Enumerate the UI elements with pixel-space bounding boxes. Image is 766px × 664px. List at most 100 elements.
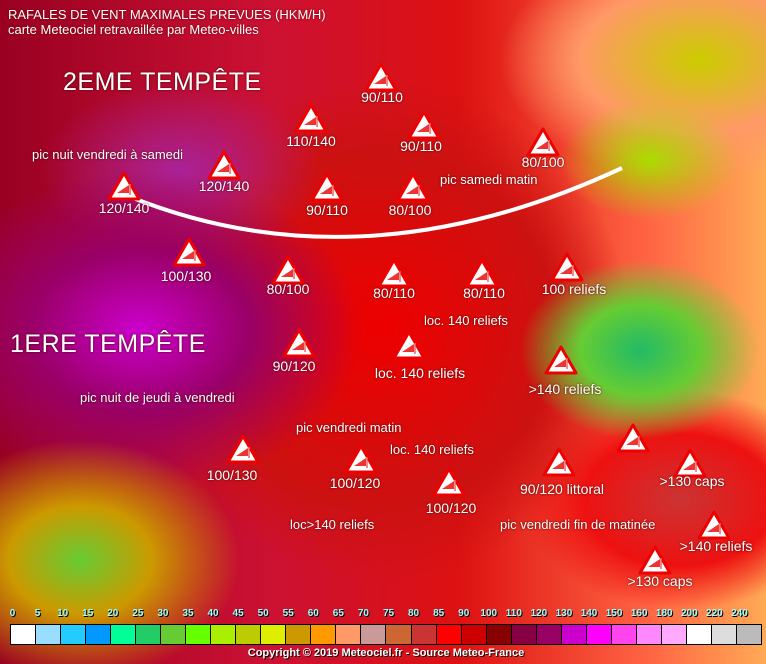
gust-value-label: >140 reliefs xyxy=(679,538,753,554)
legend-tick: 110 xyxy=(505,608,522,619)
wind-warning-triangle-icon xyxy=(407,110,441,140)
wind-warning-triangle-icon xyxy=(282,328,316,358)
gust-value-label: 100/130 xyxy=(206,467,258,483)
wind-warning-triangle-icon xyxy=(550,252,584,282)
legend-swatch xyxy=(111,625,137,644)
wind-warning-triangle-icon xyxy=(207,150,241,180)
gust-value-label: >130 caps xyxy=(627,573,693,589)
storm1-peak2: pic vendredi matin xyxy=(296,420,402,435)
loc-label: loc. 140 reliefs xyxy=(390,442,474,457)
gust-value-label: 100 reliefs xyxy=(541,281,607,297)
legend-swatch xyxy=(411,625,437,644)
gust-value-label: 100/120 xyxy=(329,475,381,491)
legend-swatch xyxy=(511,625,537,644)
legend-tick: 25 xyxy=(132,608,144,619)
loc-label: loc>140 reliefs xyxy=(290,517,375,532)
wind-warning-triangle-icon xyxy=(226,434,260,464)
loc-label: loc. 140 reliefs xyxy=(424,313,508,328)
gust-value-label: 80/100 xyxy=(388,202,432,218)
legend-swatch xyxy=(186,625,212,644)
legend-swatch xyxy=(211,625,237,644)
legend-swatch xyxy=(136,625,162,644)
legend-swatch xyxy=(61,625,87,644)
gust-value-label: 100/130 xyxy=(160,268,212,284)
legend-tick: 160 xyxy=(630,608,648,619)
legend-swatch xyxy=(236,625,262,644)
legend-swatch xyxy=(161,625,187,644)
storm2-peak: pic nuit vendredi à samedi xyxy=(32,147,184,162)
legend-tick: 55 xyxy=(282,608,294,619)
wind-warning-triangle-icon xyxy=(396,172,430,202)
legend-swatch xyxy=(611,625,637,644)
gust-value-label: loc. 140 reliefs xyxy=(374,365,466,381)
gust-value-label: >130 caps xyxy=(659,473,725,489)
legend-tick: 30 xyxy=(157,608,169,619)
gust-value-label: 80/100 xyxy=(521,154,565,170)
wind-warning-triangle-icon xyxy=(526,127,560,157)
gust-value-label: 120/140 xyxy=(198,178,250,194)
legend-tick: 40 xyxy=(207,608,219,619)
gust-value-label: >140 reliefs xyxy=(528,381,602,397)
legend-swatch xyxy=(586,625,612,644)
legend-tick: 70 xyxy=(357,608,369,619)
legend-swatch xyxy=(386,625,412,644)
legend-tick: 35 xyxy=(182,608,194,619)
gust-value-label: 90/120 xyxy=(272,358,316,374)
map-title: RAFALES DE VENT MAXIMALES PREVUES (HKM/H… xyxy=(8,7,326,22)
copyright: Copyright © 2019 Meteociel.fr - Source M… xyxy=(247,647,525,659)
legend-tick: 60 xyxy=(307,608,319,619)
storm1-label: 1ERE TEMPÊTE xyxy=(10,330,206,358)
legend-swatch xyxy=(736,625,761,644)
wind-warning-triangle-icon xyxy=(172,237,206,267)
wind-warning-triangle-icon xyxy=(107,171,141,201)
wind-warning-triangle-icon xyxy=(697,510,731,540)
legend-swatch xyxy=(636,625,662,644)
legend-tick: 150 xyxy=(605,608,623,619)
legend-tick: 140 xyxy=(580,608,598,619)
wind-warning-triangle-icon xyxy=(544,345,578,375)
wind-warning-triangle-icon xyxy=(271,255,305,285)
legend-tick: 200 xyxy=(680,608,698,619)
legend-swatch xyxy=(311,625,337,644)
map-title-block: RAFALES DE VENT MAXIMALES PREVUES (HKM/H… xyxy=(8,7,326,37)
wind-warning-triangle-icon xyxy=(616,423,650,453)
legend-tick: 120 xyxy=(530,608,548,619)
gust-value-label: 80/110 xyxy=(373,285,415,301)
wind-warning-triangle-icon xyxy=(638,545,672,575)
storm1-peak: pic nuit de jeudi à vendredi xyxy=(80,390,235,405)
gust-value-label: 80/100 xyxy=(266,281,310,297)
wind-warning-triangle-icon xyxy=(377,258,411,288)
legend-tick: 10 xyxy=(57,608,69,619)
wind-warning-triangle-icon xyxy=(542,447,576,477)
legend-tick: 5 xyxy=(34,608,41,619)
wind-warning-triangle-icon xyxy=(310,172,344,202)
legend-tick: 85 xyxy=(433,608,445,619)
wind-warning-triangle-icon xyxy=(344,444,378,474)
legend-tick: 240 xyxy=(731,608,748,619)
gust-value-label: 90/110 xyxy=(400,138,442,154)
storm1-peak3: pic vendredi fin de matinée xyxy=(500,517,656,532)
legend-swatch xyxy=(561,625,587,644)
legend-swatch xyxy=(661,625,687,644)
legend-tick: 20 xyxy=(107,608,119,619)
wind-warning-triangle-icon xyxy=(392,330,426,360)
legend-tick: 80 xyxy=(408,608,420,619)
legend-swatch xyxy=(36,625,62,644)
legend-tick: 50 xyxy=(257,608,269,619)
gust-value-label: 90/120 littoral xyxy=(519,481,605,497)
legend-swatch xyxy=(686,625,712,644)
gust-value-label: 120/140 xyxy=(98,200,150,216)
legend-swatch xyxy=(711,625,737,644)
legend-tick: 90 xyxy=(458,608,470,619)
legend-tick: 130 xyxy=(555,608,573,619)
legend-swatch xyxy=(361,625,387,644)
gust-value-label: 90/110 xyxy=(306,202,348,218)
storm2-peak2: pic samedi matin xyxy=(440,172,538,187)
legend-tick: 100 xyxy=(480,608,498,619)
wind-warning-triangle-icon xyxy=(364,62,398,92)
wind-warning-triangle-icon xyxy=(465,258,499,288)
legend-tick: 45 xyxy=(232,608,244,619)
color-legend: 0 5 10 15 20 25 30 35 40 45 50 55 60 65 70 75 80 85 90 100 1… xyxy=(10,608,762,659)
